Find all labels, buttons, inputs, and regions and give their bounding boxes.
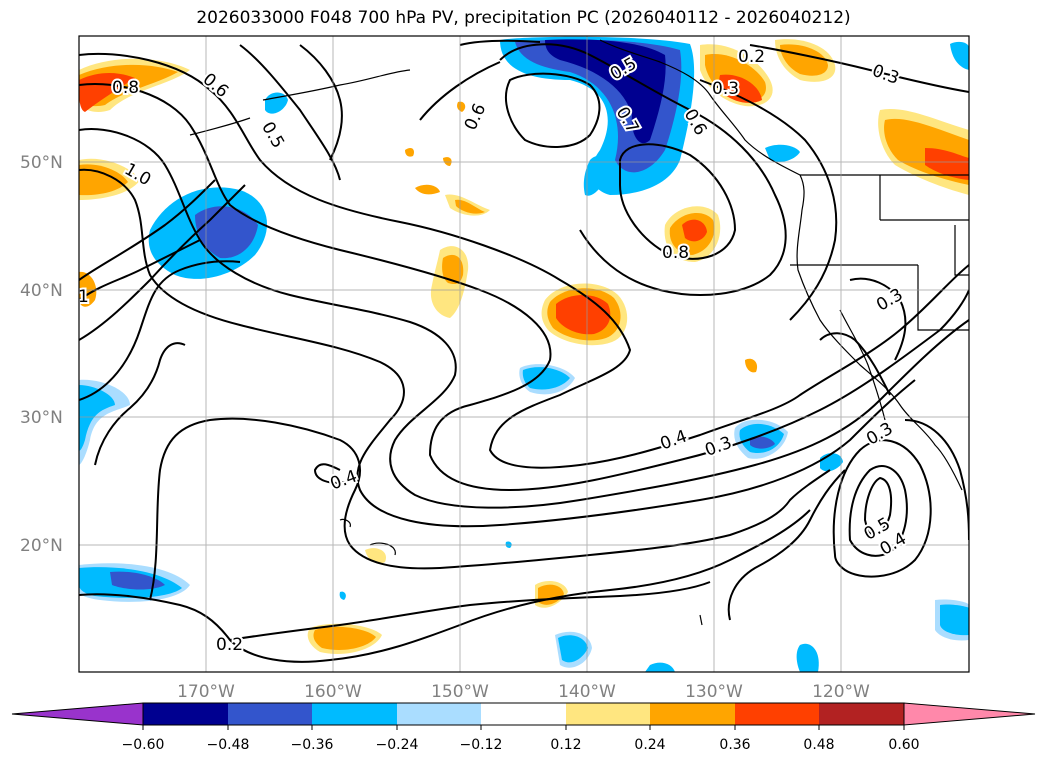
colorbar-tick-label: −0.48 xyxy=(207,737,250,753)
colorbar-tick-label: −0.60 xyxy=(122,737,165,753)
lon-label-120w: 120°W xyxy=(812,682,870,702)
contour-label: 0.2 xyxy=(216,635,243,655)
contour-label: 0.3 xyxy=(712,79,739,99)
colorbar-tick-label: 0.12 xyxy=(550,737,581,753)
graticule xyxy=(79,36,969,672)
map-frame xyxy=(78,35,970,673)
lat-label-50n: 50°N xyxy=(20,153,63,173)
contour-label: 0.8 xyxy=(662,243,689,263)
lon-label-140w: 140°W xyxy=(558,682,616,702)
map-background xyxy=(79,36,969,672)
lon-label-150w: 150°W xyxy=(431,682,489,702)
lat-label-30n: 30°N xyxy=(20,408,63,428)
colorbar-segment xyxy=(481,703,566,725)
contour-label: 0.2 xyxy=(738,47,765,67)
coastlines xyxy=(189,39,969,626)
contour-label: 0.8 xyxy=(112,78,139,98)
contour-label: 1 xyxy=(78,287,89,307)
colorbar-tick-label: 0.36 xyxy=(719,737,750,753)
colorbar-segment xyxy=(819,703,904,725)
colorbar-tick-label: 0.24 xyxy=(634,737,665,753)
colorbar-segment xyxy=(735,703,819,725)
lat-label-20n: 20°N xyxy=(20,536,63,556)
colorbar-tick-label: −0.36 xyxy=(291,737,334,753)
colorbar-segment xyxy=(312,703,397,725)
lon-label-130w: 130°W xyxy=(685,682,743,702)
colorbar-segment xyxy=(650,703,735,725)
lon-label-160w: 160°W xyxy=(304,682,362,702)
figure-title: 2026033000 F048 700 hPa PV, precipitatio… xyxy=(196,8,851,28)
lat-label-40n: 40°N xyxy=(20,281,63,301)
latitude-labels: 50°N 40°N 30°N 20°N xyxy=(20,153,63,556)
colorbar-segment xyxy=(143,703,228,725)
lon-label-170w: 170°W xyxy=(177,682,235,702)
longitude-labels: 170°W 160°W 150°W 140°W 130°W 120°W xyxy=(177,682,870,702)
colorbar: −0.60 −0.48 −0.36 −0.24 −0.12 0.12 0.24 … xyxy=(11,702,1036,753)
colorbar-segment xyxy=(566,703,650,725)
colorbar-tick-label: 0.60 xyxy=(888,737,919,753)
colorbar-tick-label: −0.24 xyxy=(376,737,419,753)
colorbar-extend-max xyxy=(903,702,1036,726)
colorbar-segment xyxy=(228,703,312,725)
colorbar-tick-label: −0.12 xyxy=(460,737,503,753)
colorbar-segment xyxy=(397,703,481,725)
colorbar-extend-min xyxy=(11,702,144,726)
pv-contours xyxy=(79,39,969,663)
colorbar-tick-label: 0.48 xyxy=(803,737,834,753)
colorbar-ticks xyxy=(142,725,905,730)
